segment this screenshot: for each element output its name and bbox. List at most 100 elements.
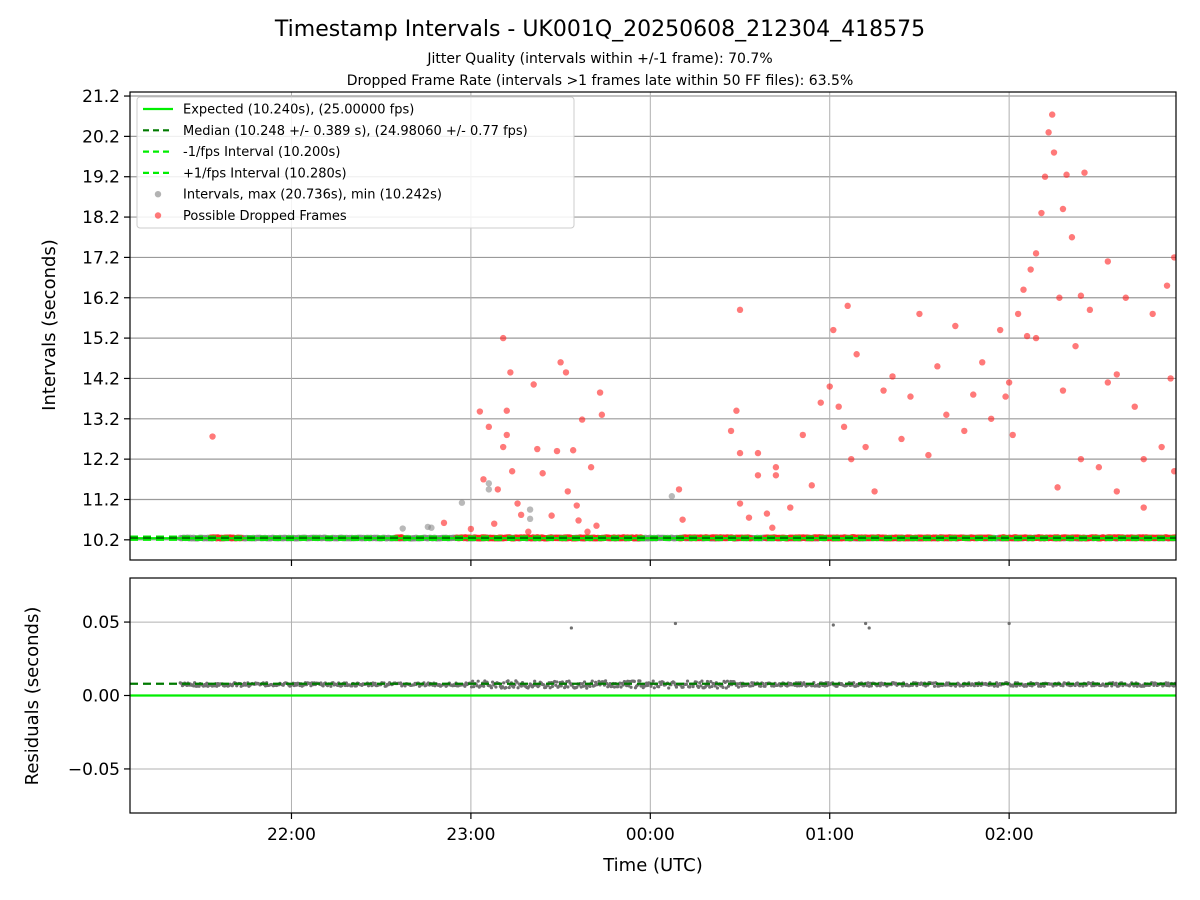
dropped-frame-point — [1104, 258, 1112, 265]
dropped-frame-point — [1149, 310, 1156, 318]
residual-point — [736, 685, 741, 689]
dropped-frame-point — [727, 427, 735, 435]
residuals-y-tick-label: 0.05 — [82, 613, 120, 633]
dropped-frame-point — [1059, 387, 1067, 394]
residual-point — [763, 684, 767, 688]
chart-title: Timestamp Intervals - UK001Q_20250608_21… — [274, 17, 925, 42]
dropped-frame-point — [1027, 266, 1034, 273]
dropped-frame-point — [1045, 129, 1052, 136]
dropped-frame-point — [848, 455, 855, 463]
dropped-frame-point — [1077, 455, 1085, 463]
residual-point — [673, 621, 678, 626]
residual-point — [715, 686, 720, 690]
residual-point — [646, 683, 650, 688]
dropped-frame-point — [830, 326, 837, 334]
legend-dropped-label: Possible Dropped Frames — [183, 209, 347, 224]
residual-point — [476, 679, 480, 683]
interval-point — [526, 506, 534, 513]
residual-point — [616, 685, 620, 689]
residual-point — [585, 686, 589, 690]
residual-point — [472, 684, 476, 689]
residual-point — [709, 680, 713, 684]
dropped-frame-point — [1038, 209, 1045, 217]
intervals-y-tick-label: 14.2 — [82, 369, 120, 389]
dropped-frame-point — [508, 468, 516, 475]
residual-point — [667, 686, 671, 690]
dropped-frame-point — [539, 470, 546, 477]
intervals-y-tick-label: 18.2 — [82, 208, 120, 228]
interval-point — [399, 525, 406, 532]
dropped-frame-point — [943, 411, 950, 418]
residual-point — [593, 680, 598, 684]
residual-point — [550, 684, 555, 689]
residual-point — [831, 623, 835, 627]
chart-subtitle-dropped: Dropped Frame Rate (intervals >1 frames … — [347, 73, 854, 89]
residual-point — [541, 683, 546, 687]
dropped-frame-point — [675, 486, 683, 493]
residual-point — [657, 685, 661, 689]
residual-point — [632, 679, 636, 684]
dropped-frame-point — [736, 449, 744, 457]
residual-point — [516, 686, 520, 690]
dropped-frame-point — [1009, 431, 1016, 439]
dropped-frame-point — [808, 482, 815, 489]
x-tick-label: 02:00 — [985, 825, 1034, 845]
legend-box — [136, 96, 575, 229]
dropped-frame-point — [916, 310, 923, 318]
dropped-frame-point — [772, 464, 780, 471]
residual-point — [515, 680, 519, 684]
dropped-frame-point — [733, 407, 740, 414]
dropped-frame-point — [961, 427, 968, 435]
residuals-y-axis-label: Residuals (seconds) — [22, 607, 43, 786]
dropped-frame-point — [754, 472, 762, 479]
dropped-frame-point — [1023, 332, 1031, 340]
interval-point — [485, 486, 493, 493]
dropped-frame-point — [1041, 173, 1049, 180]
residual-point — [691, 685, 695, 689]
residual-point — [659, 682, 663, 686]
intervals-plot-frame — [129, 91, 1177, 561]
x-tick-label: 22:00 — [267, 825, 316, 845]
residual-point — [761, 681, 765, 686]
residual-point — [705, 679, 710, 684]
dropped-frame-point — [1140, 504, 1147, 511]
dropped-frame-point — [1081, 169, 1088, 176]
dropped-frame-point — [578, 416, 586, 423]
residual-point — [569, 626, 573, 630]
dropped-frame-point — [553, 447, 561, 455]
dropped-frame-point — [1104, 379, 1112, 386]
dropped-frame-point — [754, 449, 762, 457]
residual-point — [354, 684, 358, 688]
residual-point — [684, 682, 689, 686]
dropped-frame-point — [564, 488, 571, 495]
residuals-points — [130, 621, 1176, 697]
residual-point — [1014, 684, 1019, 688]
residuals-plot: −0.05 0.00 0.05 22:00 23:00 00:00 01:00 02:00 — [68, 577, 1177, 845]
residual-point — [725, 679, 730, 683]
residual-point — [494, 685, 498, 689]
legend-intervals-label: Intervals, max (20.736s), min (10.242s) — [183, 188, 442, 203]
dropped-frame-point — [1158, 443, 1165, 451]
residual-point — [580, 682, 584, 686]
dropped-frame-point — [503, 407, 510, 414]
intervals-y-tick-label: 17.2 — [82, 248, 120, 268]
residual-point — [555, 680, 559, 684]
dropped-frame-point — [736, 500, 744, 507]
residual-point — [932, 684, 937, 688]
residual-point — [698, 681, 702, 685]
dropped-frame-point — [476, 408, 484, 415]
residual-point — [759, 684, 763, 688]
residual-point — [1061, 684, 1065, 688]
dropped-frame-point — [1032, 334, 1040, 342]
intervals-y-tick-label: 15.2 — [82, 329, 120, 349]
dropped-frame-point — [826, 383, 833, 390]
intervals-y-tick-label: 16.2 — [82, 289, 120, 309]
residual-point — [1114, 681, 1118, 685]
residuals-y-tick-label: −0.05 — [68, 760, 120, 780]
dropped-frame-point — [1086, 306, 1094, 314]
dropped-frame-point — [880, 387, 887, 394]
dropped-frame-point — [507, 369, 514, 376]
dropped-frame-point — [534, 445, 541, 453]
dropped-frame-point — [525, 528, 532, 535]
residual-point — [721, 685, 725, 689]
